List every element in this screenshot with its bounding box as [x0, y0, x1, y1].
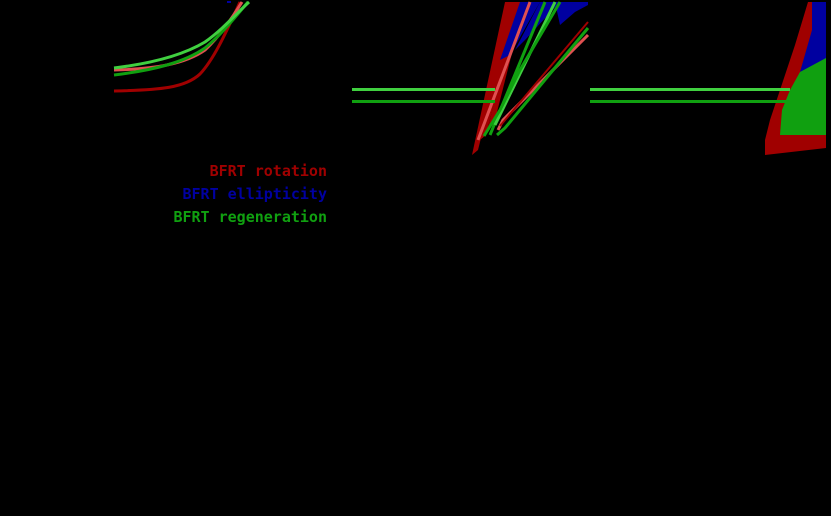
right-line-dark-green — [590, 100, 786, 103]
left-panel-curves — [113, 0, 251, 93]
middle-panel — [352, 1, 590, 155]
middle-line-light-green — [352, 88, 495, 91]
legend-entry-regeneration: BFRT regeneration — [173, 208, 327, 226]
right-line-light-green — [590, 88, 790, 91]
middle-line-dark-green — [352, 100, 495, 103]
chart-legend: BFRT rotation BFRT ellipticity BFRT rege… — [173, 160, 327, 229]
right-panel — [590, 2, 826, 155]
legend-entry-ellipticity: BFRT ellipticity — [182, 185, 328, 203]
legend-entry-rotation: BFRT rotation — [209, 162, 327, 180]
